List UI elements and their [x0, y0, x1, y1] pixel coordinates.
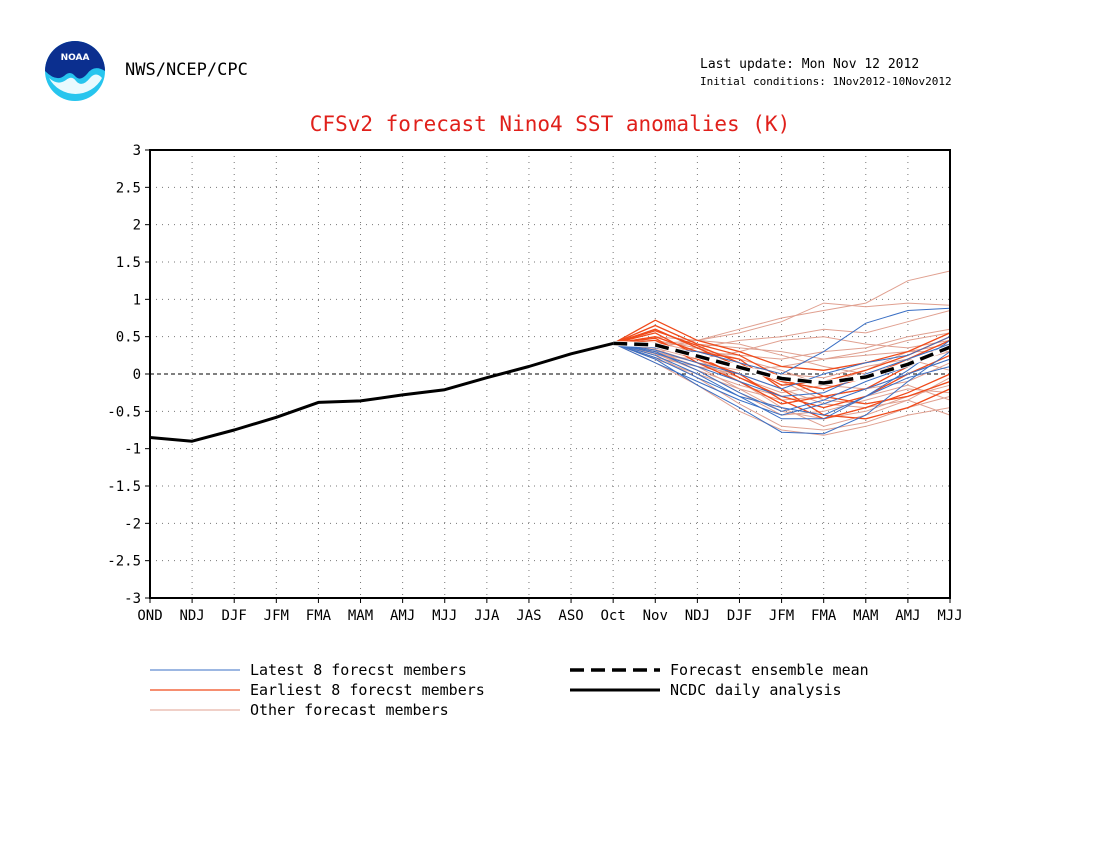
legend-observed-label: NCDC daily analysis — [670, 681, 842, 699]
x-tick-label: AMJ — [895, 608, 920, 624]
other-member-line — [613, 328, 951, 360]
legend-swatches — [150, 668, 660, 711]
last-update-text: Last update: Mon Nov 12 2012 — [700, 57, 920, 72]
y-tick-label: 2.5 — [116, 180, 141, 196]
noaa-logo-text: NOAA — [61, 53, 90, 63]
y-tick-label: 1 — [133, 292, 141, 308]
latest-member-line — [612, 342, 951, 416]
earliest-member-line — [613, 330, 951, 386]
y-tick-label: -2.5 — [107, 554, 141, 570]
x-tick-label: MAM — [853, 608, 878, 624]
latest-member-line — [613, 342, 951, 435]
latest-members-layer — [612, 307, 951, 435]
legend-other-label: Other forecast members — [250, 701, 449, 719]
x-tick-label: FMA — [306, 608, 332, 624]
ensemble-mean-line — [613, 341, 951, 385]
x-tick-label: Oct — [601, 608, 626, 624]
y-tick-label: 0 — [133, 367, 141, 383]
y-tick-labels: 3 2.5 2 1.5 1 0.5 0 -0.5 -1 -1.5 -2 -2.5 -3 — [107, 143, 150, 607]
x-tick-label: FMA — [811, 608, 837, 624]
legend-earliest-label: Earliest 8 forecst members — [250, 681, 485, 699]
noaa-logo: NOAA — [44, 40, 106, 102]
y-tick-label: 2 — [133, 218, 141, 234]
legend-latest-label: Latest 8 forecst members — [250, 661, 467, 679]
x-tick-label: MAM — [348, 608, 373, 624]
y-tick-label: -0.5 — [107, 404, 141, 420]
x-tick-label: Nov — [643, 608, 668, 624]
x-tick-label: JJA — [474, 608, 500, 624]
legend-mean-label: Forecast ensemble mean — [670, 661, 869, 679]
latest-member-line — [613, 342, 951, 416]
chart-title: CFSv2 forecast Nino4 SST anomalies (K) — [309, 112, 791, 136]
y-tick-label: 1.5 — [116, 255, 141, 271]
y-tick-label: -1 — [124, 442, 141, 458]
other-member-line — [613, 342, 951, 431]
x-tick-label: MJJ — [432, 608, 457, 624]
y-tick-label: 3 — [133, 143, 141, 159]
latest-member-line — [613, 342, 951, 397]
y-tick-label: -2 — [124, 516, 141, 532]
y-tick-label: -3 — [124, 591, 141, 607]
other-member-line — [613, 342, 950, 360]
x-tick-label: OND — [137, 608, 162, 624]
initial-conditions-text: Initial conditions: 1Nov2012-10Nov2012 — [700, 75, 952, 88]
earliest-member-line — [612, 319, 951, 371]
observed-series-line — [149, 341, 614, 443]
y-tick-label: 0.5 — [116, 330, 141, 346]
y-tick-label: -1.5 — [107, 479, 141, 495]
x-tick-label: MJJ — [937, 608, 962, 624]
x-tick-label: ASO — [558, 608, 583, 624]
x-tick-label: NDJ — [685, 608, 710, 624]
x-tick-labels: OND NDJ DJF JFM FMA MAM AMJ MJJ JJA JAS ASO Oct Nov N… — [137, 598, 963, 624]
other-member-line — [612, 342, 951, 436]
x-tick-label: JFM — [264, 608, 289, 624]
x-tick-label: JAS — [516, 608, 541, 624]
observed-layer — [149, 341, 614, 443]
ensemble-mean-layer — [613, 340, 951, 386]
x-tick-label: DJF — [727, 608, 752, 624]
agency-label: NWS/NCEP/CPC — [125, 60, 248, 80]
latest-member-line — [613, 336, 951, 390]
x-tick-label: NDJ — [179, 608, 204, 624]
x-tick-label: JFM — [769, 608, 794, 624]
x-tick-label: DJF — [222, 608, 247, 624]
x-tick-label: AMJ — [390, 608, 415, 624]
